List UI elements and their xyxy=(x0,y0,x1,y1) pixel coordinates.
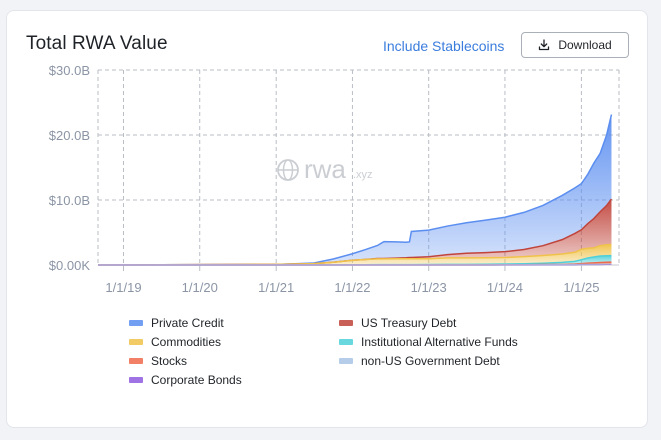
y-tick-label: $0.00K xyxy=(49,258,91,273)
legend-label: Institutional Alternative Funds xyxy=(361,335,518,349)
legend-swatch xyxy=(129,358,143,364)
watermark-suffix: .xyz xyxy=(353,169,373,181)
rwa-area-chart: $0.00K $10.0B $20.0B $30.0B 1/1/19 1/1/20 1/1/… xyxy=(49,63,620,295)
chart-card: Total RWA Value Include Stablecoins Down… xyxy=(6,10,648,428)
rwa-watermark: rwa .xyz xyxy=(277,154,373,184)
x-tick-label: 1/1/20 xyxy=(182,280,218,295)
x-tick-label: 1/1/22 xyxy=(334,280,370,295)
include-stablecoins-toggle[interactable]: Include Stablecoins xyxy=(383,38,505,54)
download-label: Download xyxy=(558,38,612,52)
legend-swatch xyxy=(129,320,143,326)
area-commodities[interactable] xyxy=(98,244,612,265)
legend-swatch xyxy=(339,358,353,364)
legend-swatch xyxy=(339,339,353,345)
legend-item-corporate-bonds[interactable]: Corporate Bonds xyxy=(129,373,242,387)
legend-label: non-US Government Debt xyxy=(361,354,500,368)
area-private-credit[interactable] xyxy=(98,114,612,265)
x-tick-label: 1/1/24 xyxy=(487,280,523,295)
y-tick-label: $30.0B xyxy=(49,63,90,78)
legend-item-private-credit[interactable]: Private Credit xyxy=(129,316,224,330)
download-icon xyxy=(538,39,550,51)
legend-label: Commodities xyxy=(151,335,222,349)
x-tick-label: 1/1/23 xyxy=(411,280,447,295)
legend-label: US Treasury Debt xyxy=(361,316,457,330)
legend-swatch xyxy=(339,320,353,326)
x-tick-label: 1/1/25 xyxy=(563,280,599,295)
x-tick-label: 1/1/19 xyxy=(105,280,141,295)
legend-item-institutional-alternative-funds[interactable]: Institutional Alternative Funds xyxy=(339,335,518,349)
legend-item-stocks[interactable]: Stocks xyxy=(129,354,187,368)
legend-label: Stocks xyxy=(151,354,188,368)
y-tick-label: $20.0B xyxy=(49,128,90,143)
legend-label: Private Credit xyxy=(151,316,224,330)
x-tick-label: 1/1/21 xyxy=(258,280,294,295)
download-button[interactable]: Download xyxy=(521,32,629,58)
legend-swatch xyxy=(129,377,143,383)
legend-item-commodities[interactable]: Commodities xyxy=(129,335,221,349)
legend-swatch xyxy=(129,339,143,345)
legend-label: Corporate Bonds xyxy=(151,373,242,387)
chart-legend: Private Credit US Treasury Debt Commoditie… xyxy=(7,11,647,427)
chart-title: Total RWA Value xyxy=(26,33,168,54)
watermark-brand: rwa xyxy=(304,154,346,184)
y-tick-label: $10.0B xyxy=(49,193,90,208)
legend-item-non-us-government-debt[interactable]: non-US Government Debt xyxy=(339,354,500,368)
legend-item-us-treasury-debt[interactable]: US Treasury Debt xyxy=(339,316,456,330)
